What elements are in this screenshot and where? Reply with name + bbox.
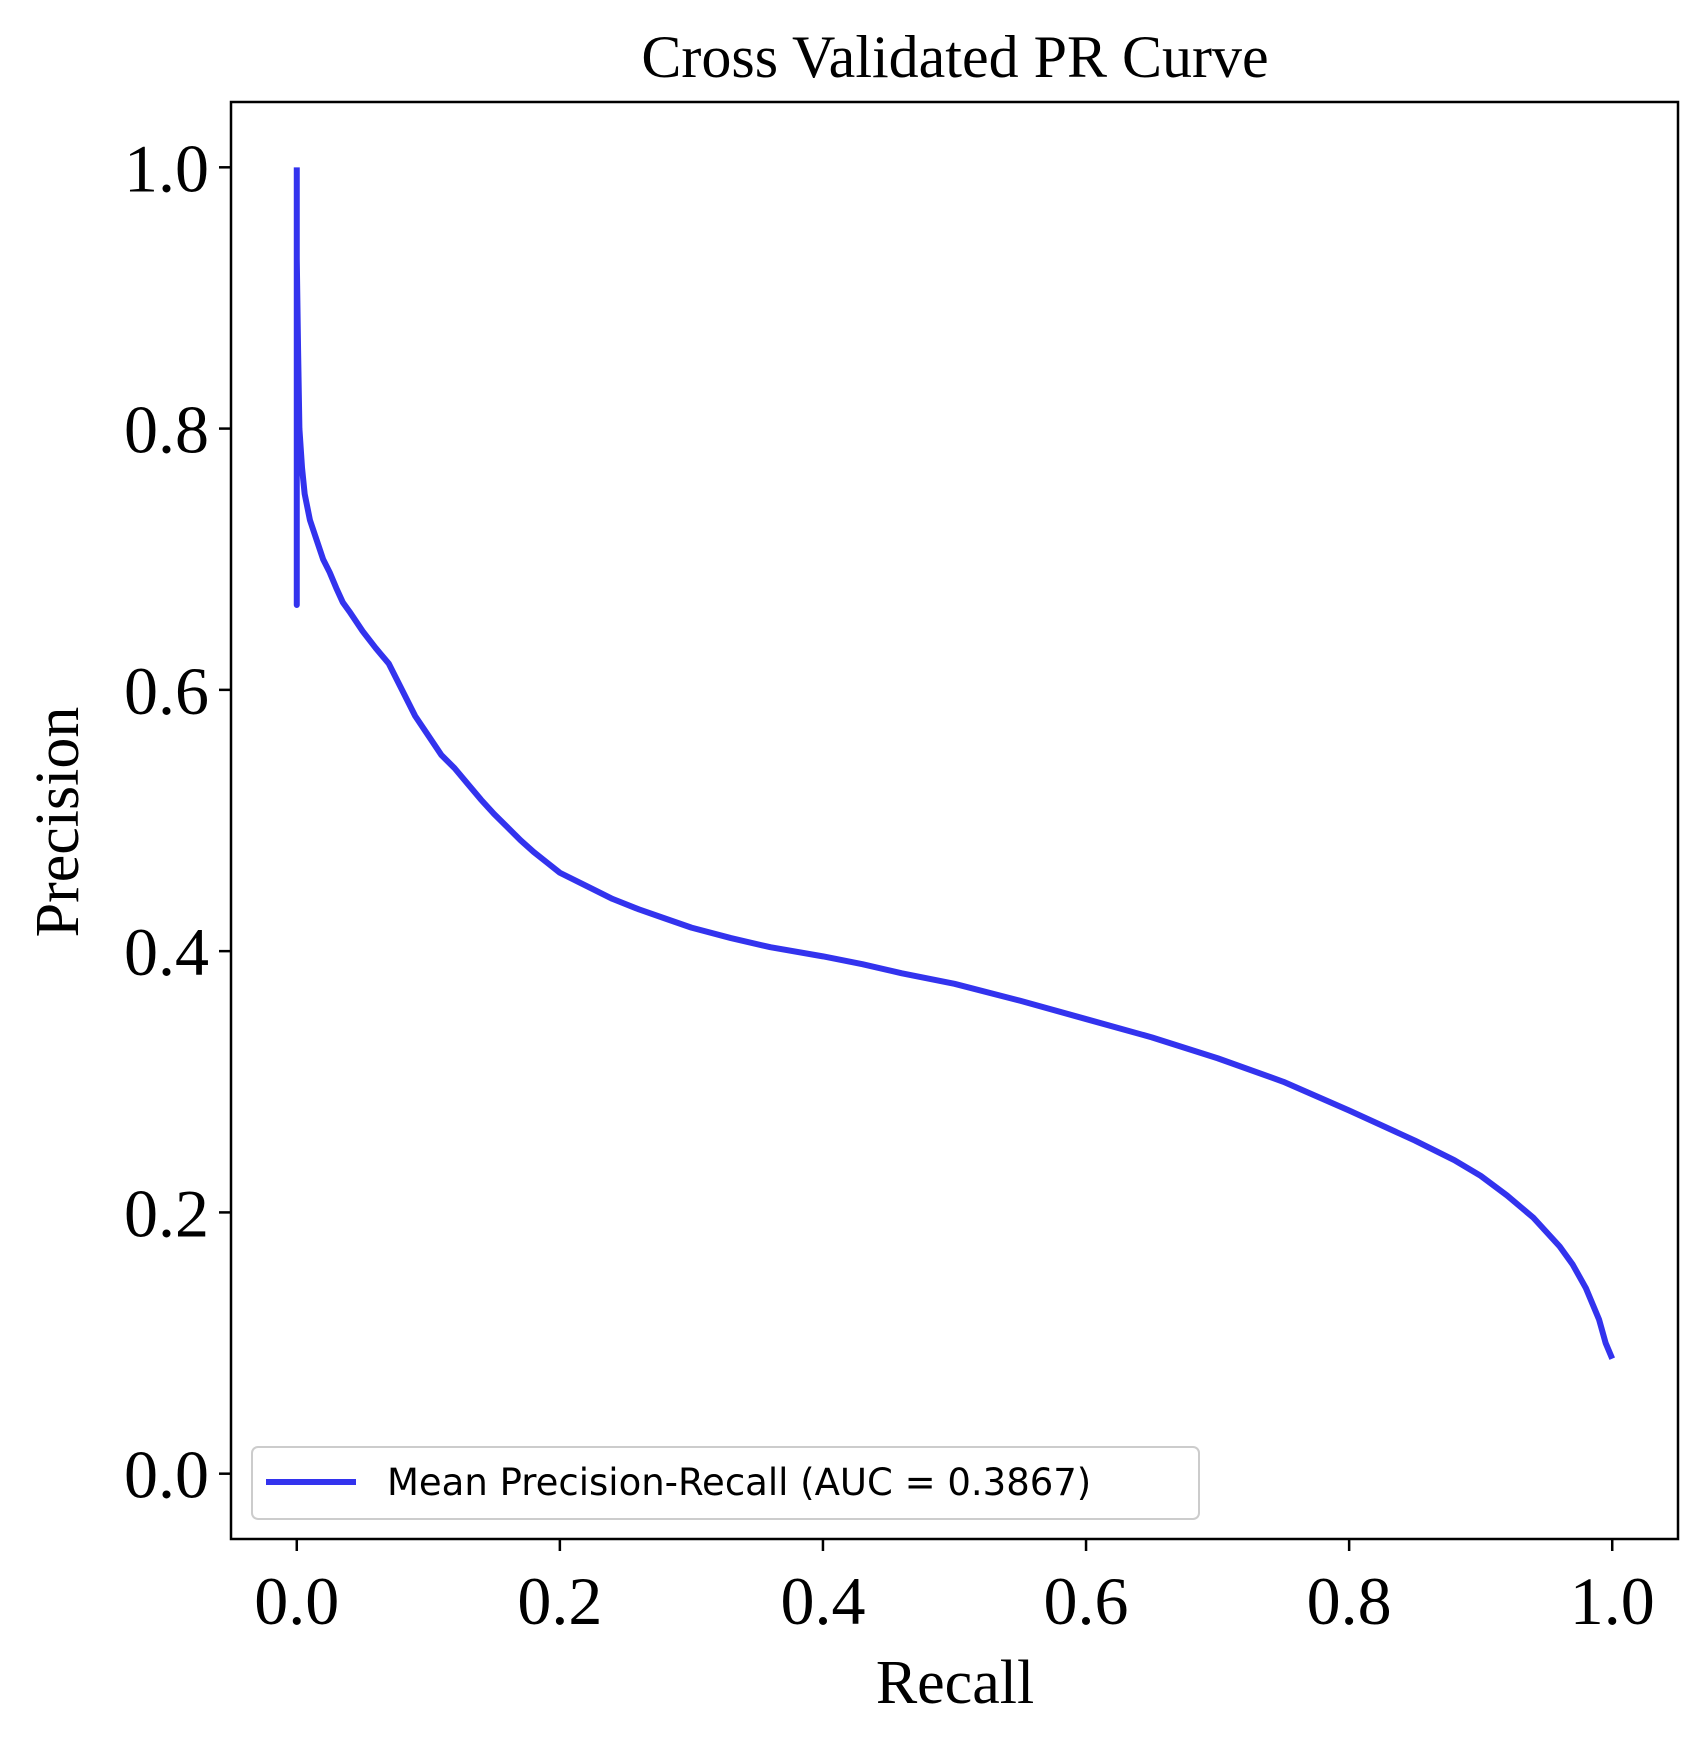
series-line-mean-pr xyxy=(293,167,1615,1360)
plot-area-frame xyxy=(229,100,1680,1541)
legend: Mean Precision-Recall (AUC = 0.3867) xyxy=(251,1446,1200,1520)
y-tick-label: 0.8 xyxy=(124,392,209,468)
x-axis-label: Recall xyxy=(876,1649,1034,1717)
series-layer xyxy=(293,167,1615,1360)
x-tick-label: 0.4 xyxy=(780,1563,865,1639)
y-tick-label: 0.4 xyxy=(124,914,209,990)
legend-box xyxy=(251,1446,1200,1520)
legend-label-mean-pr: Mean Precision-Recall (AUC = 0.3867) xyxy=(387,1461,1091,1504)
x-axis-ticks: 0.0 0.2 0.4 0.6 0.8 1.0 xyxy=(254,1539,1655,1639)
y-tick-label: 0.2 xyxy=(124,1175,209,1251)
x-tick-label: 0.6 xyxy=(1044,1563,1129,1639)
x-tick-label: 0.2 xyxy=(517,1563,602,1639)
x-tick-label: 0.0 xyxy=(254,1563,339,1639)
y-axis-label: Precision xyxy=(24,707,92,938)
y-axis-ticks: 0.0 0.2 0.4 0.6 0.8 1.0 xyxy=(124,130,231,1513)
y-tick-label: 0.0 xyxy=(124,1437,209,1513)
x-tick-label: 0.8 xyxy=(1307,1563,1392,1639)
chart-title: Cross Validated PR Curve xyxy=(641,24,1268,90)
y-tick-label: 0.6 xyxy=(124,653,209,729)
x-tick-label: 1.0 xyxy=(1570,1563,1655,1639)
y-tick-label: 1.0 xyxy=(124,130,209,206)
